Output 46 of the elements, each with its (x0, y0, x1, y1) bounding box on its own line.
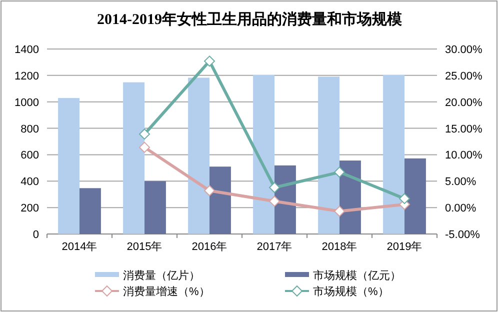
legend-label: 消费量增速（%） (123, 285, 210, 298)
y2-tick-label: 0.00% (445, 202, 476, 215)
chart-title: 2014-2019年女性卫生用品的消费量和市场规模 (97, 10, 403, 28)
point (204, 185, 215, 196)
y-tick-label: 0 (32, 229, 39, 241)
y2-tick-label: 10.00% (445, 150, 483, 162)
point (269, 182, 280, 193)
y2-tick-label: 5.00% (445, 176, 476, 188)
bar (123, 82, 144, 234)
x-tick-label: 2014年 (62, 241, 98, 253)
bar (58, 98, 80, 234)
y-tick-label: 200 (20, 202, 39, 215)
x-tick-label: 2019年 (386, 241, 422, 253)
x-tick-label: 2016年 (192, 241, 228, 253)
point (204, 56, 215, 67)
point (399, 193, 410, 204)
y2-tick-label: 15.00% (445, 123, 483, 136)
y-tick-label: 800 (20, 123, 39, 136)
bar (188, 78, 210, 234)
point (269, 196, 280, 207)
bar (144, 181, 166, 234)
point (139, 128, 150, 140)
y-tick-label: 600 (20, 150, 39, 162)
x-tick-label: 2015年 (126, 241, 162, 253)
legend-label: 消费量（亿片） (123, 269, 200, 282)
x-tick-label: 2017年 (256, 241, 292, 253)
bar (253, 74, 274, 234)
point (334, 166, 345, 178)
bar (383, 74, 404, 234)
bar (80, 188, 101, 234)
y-tick-label: 1400 (14, 44, 39, 56)
legend-label: 市场规模（%） (313, 285, 389, 298)
y-tick-label: 1200 (14, 70, 39, 82)
y-tick-label: 1000 (14, 96, 39, 109)
bar (210, 166, 231, 234)
y2-tick-label: 30.00% (445, 44, 483, 56)
bar (404, 158, 426, 234)
legend-label: 市场规模（亿元） (313, 269, 401, 282)
y2-tick-label: 20.00% (445, 96, 483, 109)
y2-tick-label: 25.00% (445, 70, 483, 82)
point (139, 142, 150, 153)
point (334, 206, 345, 217)
x-tick-label: 2018年 (322, 241, 358, 253)
bar (318, 76, 340, 234)
y2-tick-label: -5.00% (445, 229, 480, 241)
y-tick-label: 400 (20, 176, 39, 188)
